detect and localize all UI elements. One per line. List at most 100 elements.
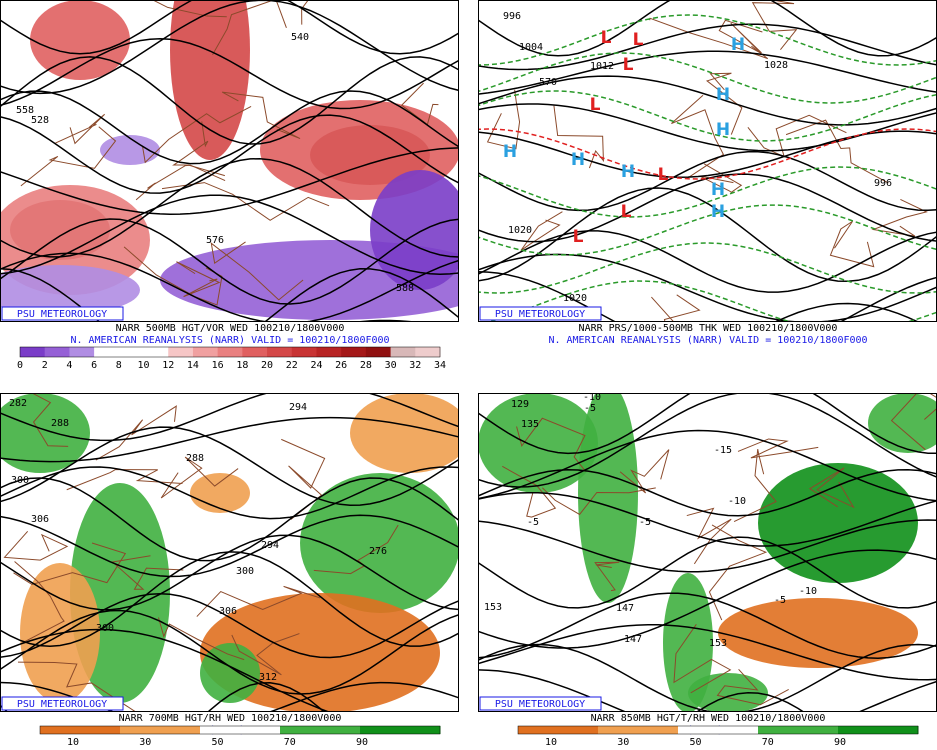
- map-area: 282 288 294 300 306 288 294 300 306 312 300 276: [0, 393, 459, 712]
- pressure-center: H: [711, 180, 725, 200]
- contour-label: 1012: [590, 61, 614, 72]
- contour: [0, 37, 459, 110]
- colorbar-swatch: [217, 347, 243, 357]
- contour-label: 540: [291, 32, 309, 43]
- border: [716, 668, 789, 706]
- border: [486, 89, 521, 150]
- colorbar-swatch: [598, 726, 679, 734]
- contour: [0, 114, 459, 194]
- contour: [478, 536, 937, 609]
- border: [516, 417, 587, 472]
- map-panel: 282 288 294 300 306 288 294 300 306 312 300 276 PSU …: [0, 393, 459, 748]
- pressure-center: L: [658, 165, 669, 185]
- colorbar-label: 50: [689, 737, 701, 748]
- colorbar-label: 10: [138, 360, 150, 371]
- border: [221, 91, 301, 139]
- contour-label: 996: [503, 11, 521, 22]
- border: [542, 487, 656, 516]
- shaded-area: [170, 0, 250, 160]
- contour: [478, 468, 937, 517]
- contour: [478, 302, 920, 322]
- thickness-contour: [478, 166, 937, 218]
- border: [176, 261, 221, 298]
- colorbar-swatch: [758, 726, 839, 734]
- colorbar-label: 22: [286, 360, 298, 371]
- border: [161, 182, 330, 221]
- colorbar-swatch: [143, 347, 169, 357]
- border: [111, 555, 184, 590]
- pressure-center: L: [621, 202, 632, 222]
- contour: [478, 643, 937, 712]
- colorbar-label: 28: [360, 360, 372, 371]
- contour: [478, 187, 937, 283]
- contour-label: 282: [9, 398, 27, 409]
- border: [733, 449, 777, 523]
- contour-label: 312: [259, 672, 277, 683]
- colorbar-swatch: [20, 347, 46, 357]
- colorbar-label: 30: [385, 360, 397, 371]
- contour-label: 570: [539, 77, 557, 88]
- contour: [478, 624, 937, 681]
- contour-label: 576: [206, 235, 224, 246]
- contour-label: 1020: [563, 293, 587, 304]
- logo-box: [1, 696, 124, 711]
- colorbar-swatch: [390, 347, 416, 357]
- contour-label: 300: [96, 623, 114, 634]
- logo: PSU METEOROLOGY: [17, 699, 107, 710]
- shaded-area: [758, 463, 918, 583]
- shaded-area: [100, 135, 160, 165]
- border: [210, 241, 304, 301]
- border: [3, 530, 69, 561]
- colorbar-swatch: [94, 347, 120, 357]
- border: [231, 633, 300, 676]
- contour: [0, 416, 459, 463]
- contour: [0, 252, 459, 322]
- contour: [478, 50, 937, 95]
- colorbar-swatch: [120, 726, 201, 734]
- thickness-contour: [478, 242, 937, 294]
- shaded-area: [370, 170, 459, 290]
- shaded-area: [718, 598, 918, 668]
- contour-label: 288: [186, 453, 204, 464]
- thickness-contour: [478, 128, 937, 180]
- colorbar-swatch: [341, 347, 367, 357]
- colorbar-swatch: [365, 347, 392, 357]
- contour-label: 1004: [519, 42, 543, 53]
- colorbar-label: 90: [834, 737, 846, 748]
- border: [706, 72, 743, 135]
- contour: [478, 491, 937, 547]
- contour: [478, 23, 937, 71]
- border: [651, 294, 701, 322]
- border: [212, 0, 287, 56]
- pressure-center: H: [711, 202, 725, 222]
- contour: [0, 0, 459, 95]
- contour-label: -10: [728, 496, 746, 507]
- contour: [468, 736, 937, 750]
- contour-label: 294: [289, 402, 307, 413]
- border: [160, 456, 239, 499]
- contour-label: 306: [219, 606, 237, 617]
- colorbar-swatch: [518, 726, 599, 734]
- border: [13, 542, 127, 585]
- contour: [478, 393, 937, 455]
- contour: [0, 466, 459, 520]
- colorbar-label: 8: [116, 360, 122, 371]
- colorbar-swatch: [69, 347, 95, 357]
- colorbar-swatch: [200, 726, 281, 734]
- caption: NARR 500MB HGT/VOR WED 100210/1800V000: [116, 323, 345, 334]
- shaded-area: [190, 473, 250, 513]
- caption: NARR 850MB HGT/T/RH WED 100210/1800V000: [591, 713, 826, 724]
- contour: [0, 426, 459, 506]
- colorbar-frame: [517, 725, 919, 735]
- contour: [478, 519, 937, 573]
- border: [95, 405, 177, 461]
- contour: [0, 393, 459, 442]
- colorbar-label: 10: [545, 737, 557, 748]
- logo-box: [1, 306, 124, 321]
- contour: [478, 691, 805, 712]
- pressure-center: H: [571, 150, 585, 170]
